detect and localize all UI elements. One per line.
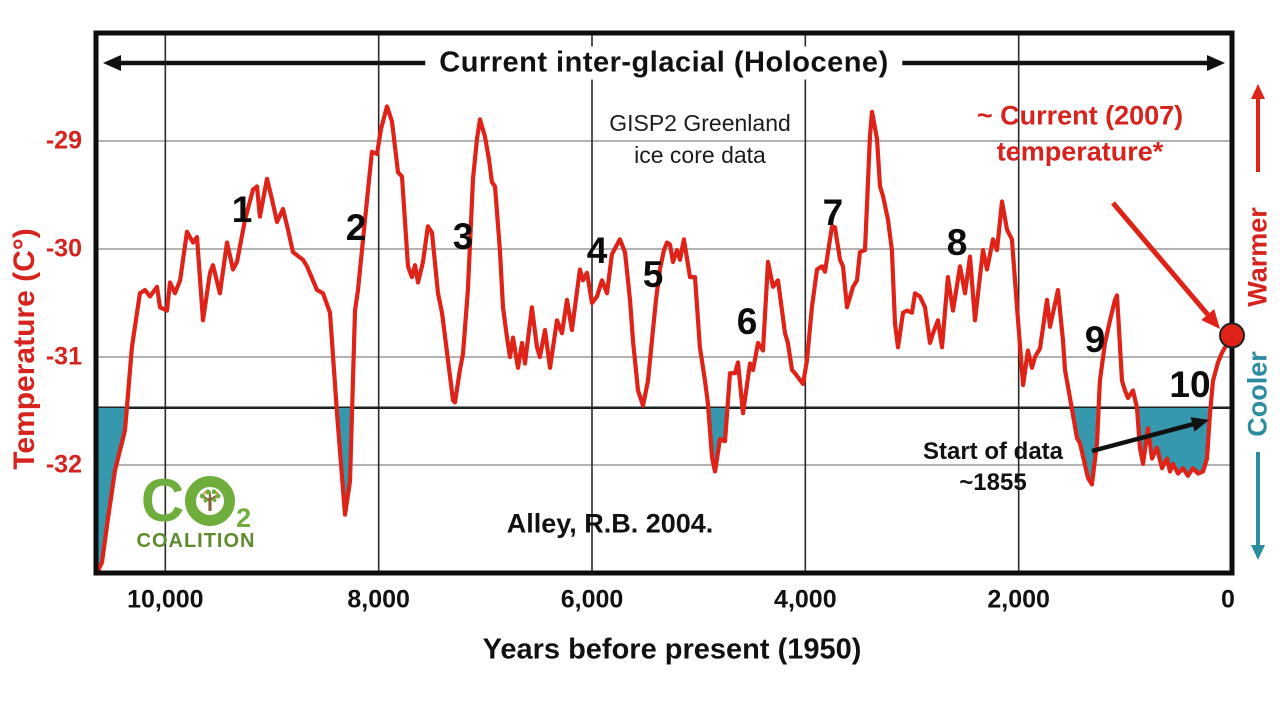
logo-co2: C 2 <box>126 467 266 534</box>
start-of-data-annotation: Start of data ~1855 <box>923 436 1063 498</box>
x-tick-label-0: 0 <box>1221 585 1235 614</box>
y-tick-label-29: -29 <box>45 126 82 155</box>
dataset-label-line2: ice core data <box>634 142 766 168</box>
logo-o-tree-icon <box>185 476 236 526</box>
x-tick-label-2000: 2,000 <box>987 585 1050 614</box>
dataset-label-line1: GISP2 Greenland <box>609 109 791 136</box>
current-temperature-line2: temperature* <box>996 137 1164 167</box>
dataset-label: GISP2 Greenland ice core data <box>609 107 791 171</box>
x-tick-label-6000: 6,000 <box>560 585 624 614</box>
peak-label-10: 10 <box>1169 364 1211 406</box>
peak-label-6: 6 <box>736 301 758 343</box>
peak-label-9: 9 <box>1084 318 1106 360</box>
peak-label-7: 7 <box>822 192 844 234</box>
current-temperature-line1: ~ Current (2007) <box>976 100 1184 131</box>
peak-label-8: 8 <box>946 221 968 263</box>
y-axis-title: Temperature (C°) <box>8 228 41 470</box>
peak-label-3: 3 <box>452 216 474 258</box>
chart-title: Current inter-glacial (Holocene) <box>425 46 903 80</box>
warmer-label: Warmer <box>1242 207 1273 307</box>
y-tick-label-32: -32 <box>45 450 82 479</box>
x-tick-label-8000: 8,000 <box>347 585 410 614</box>
start-of-data-line2: ~1855 <box>959 469 1027 496</box>
logo-coalition-text: COALITION <box>136 530 256 552</box>
logo-subscript-2: 2 <box>236 503 252 533</box>
peak-label-4: 4 <box>586 230 608 272</box>
peak-label-5: 5 <box>642 253 664 295</box>
citation: Alley, R.B. 2004. <box>506 508 714 539</box>
peak-label-2: 2 <box>345 207 367 249</box>
y-tick-label-30: -30 <box>45 234 82 263</box>
cooler-label: Cooler <box>1242 351 1273 437</box>
y-tick-label-31: -31 <box>45 342 82 371</box>
start-of-data-line1: Start of data <box>922 437 1064 465</box>
x-tick-label-10000: 10,000 <box>127 585 204 614</box>
x-tick-label-4000: 4,000 <box>774 585 837 614</box>
co2-coalition-logo: C 2 COALITION <box>126 467 266 553</box>
x-axis-title: Years before present (1950) <box>482 633 862 666</box>
logo-letter-c: C <box>140 467 185 534</box>
current-temperature-annotation: ~ Current (2007) temperature* <box>977 98 1183 171</box>
peak-label-1: 1 <box>231 189 253 231</box>
